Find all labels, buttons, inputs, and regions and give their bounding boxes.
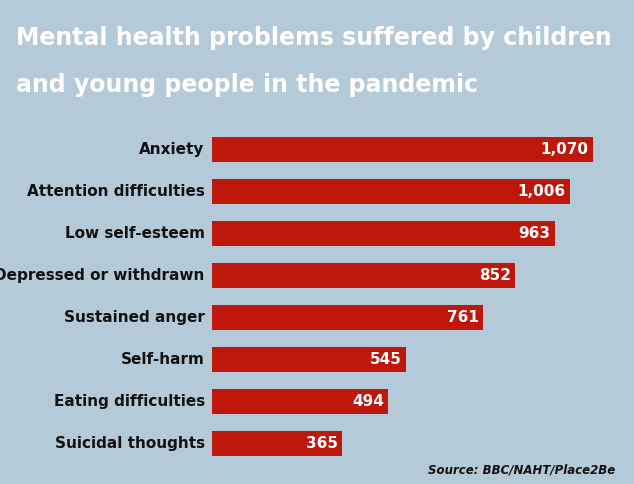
Text: 761: 761 <box>447 310 479 325</box>
Bar <box>212 221 555 246</box>
Text: Attention difficulties: Attention difficulties <box>27 184 205 199</box>
Text: 1,006: 1,006 <box>518 184 566 199</box>
Bar <box>212 431 342 456</box>
Bar <box>212 263 515 288</box>
Text: 852: 852 <box>479 268 511 283</box>
Text: Sustained anger: Sustained anger <box>64 310 205 325</box>
Text: Depressed or withdrawn: Depressed or withdrawn <box>0 268 205 283</box>
Text: 963: 963 <box>519 226 550 241</box>
Bar <box>212 389 388 414</box>
Text: Source: BBC/NAHT/Place2Be: Source: BBC/NAHT/Place2Be <box>428 464 615 477</box>
Text: Eating difficulties: Eating difficulties <box>53 394 205 409</box>
Text: and young people in the pandemic: and young people in the pandemic <box>16 73 478 97</box>
Text: 1,070: 1,070 <box>541 142 588 157</box>
Text: 365: 365 <box>306 436 338 451</box>
Bar <box>212 347 406 372</box>
Text: 494: 494 <box>352 394 384 409</box>
Text: Anxiety: Anxiety <box>139 142 205 157</box>
Text: 545: 545 <box>370 352 402 367</box>
Text: Mental health problems suffered by children: Mental health problems suffered by child… <box>16 26 612 50</box>
Text: Suicidal thoughts: Suicidal thoughts <box>55 436 205 451</box>
Bar <box>212 179 570 204</box>
Text: Self-harm: Self-harm <box>121 352 205 367</box>
Bar <box>212 305 483 330</box>
Text: Low self-esteem: Low self-esteem <box>65 226 205 241</box>
Bar <box>212 136 593 162</box>
